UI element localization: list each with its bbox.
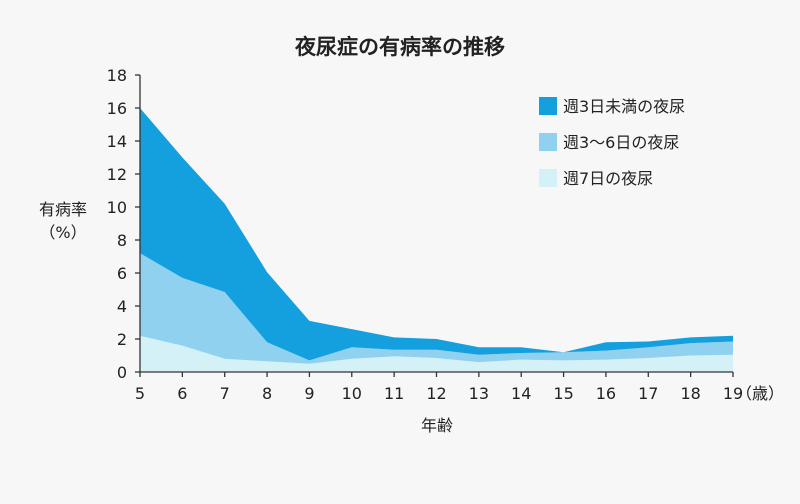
x-tick-label: 9 <box>304 384 314 403</box>
x-tick-label: 7 <box>220 384 230 403</box>
x-tick-label: 11 <box>384 384 404 403</box>
x-tick-label: 16 <box>596 384 616 403</box>
x-axis-unit: （歳） <box>736 384 784 403</box>
y-tick-label: 14 <box>107 132 127 151</box>
y-tick-label: 8 <box>117 231 127 250</box>
area-series-1 <box>140 335 733 372</box>
x-tick-labels: 5 6 7 8 9 10 11 12 13 14 15 16 17 18 19 <box>135 384 743 403</box>
legend-label: 週7日の夜尿 <box>563 169 653 188</box>
y-tick-label: 6 <box>117 264 127 283</box>
x-tick-label: 19 <box>723 384 743 403</box>
x-tick-label: 12 <box>426 384 446 403</box>
x-tick-label: 8 <box>262 384 272 403</box>
y-tick-label: 4 <box>117 297 127 316</box>
x-tick-label: 18 <box>680 384 700 403</box>
y-tick-label: 0 <box>117 363 127 382</box>
chart-title: 夜尿症の有病率の推移 <box>294 35 505 59</box>
axes-group <box>135 74 734 377</box>
y-tick-label: 2 <box>117 330 127 349</box>
x-tick-label: 17 <box>638 384 658 403</box>
area-series-2 <box>140 253 733 364</box>
x-tick-label: 5 <box>135 384 145 403</box>
y-tick-label: 16 <box>107 99 127 118</box>
x-axis-label: 年齢 <box>421 416 453 435</box>
legend-label: 週3〜6日の夜尿 <box>563 133 679 152</box>
x-tick-label: 13 <box>469 384 489 403</box>
area-series-group <box>140 108 733 372</box>
legend-swatch <box>539 169 557 187</box>
x-tick-label: 15 <box>553 384 573 403</box>
y-tick-labels: 0 2 4 6 8 10 12 14 16 18 <box>107 66 127 382</box>
legend-label: 週3日未満の夜尿 <box>563 97 685 116</box>
y-axis-label-line2: （%） <box>39 223 86 242</box>
y-tick-label: 18 <box>107 66 127 85</box>
y-axis-label-line1: 有病率 <box>39 200 87 219</box>
x-tick-label: 10 <box>342 384 362 403</box>
x-tick-label: 6 <box>177 384 187 403</box>
y-tick-label: 12 <box>107 165 127 184</box>
area-series-3 <box>140 108 733 361</box>
x-tick-label: 14 <box>511 384 531 403</box>
y-tick-label: 10 <box>107 198 127 217</box>
legend-swatch <box>539 97 557 115</box>
legend-swatch <box>539 133 557 151</box>
